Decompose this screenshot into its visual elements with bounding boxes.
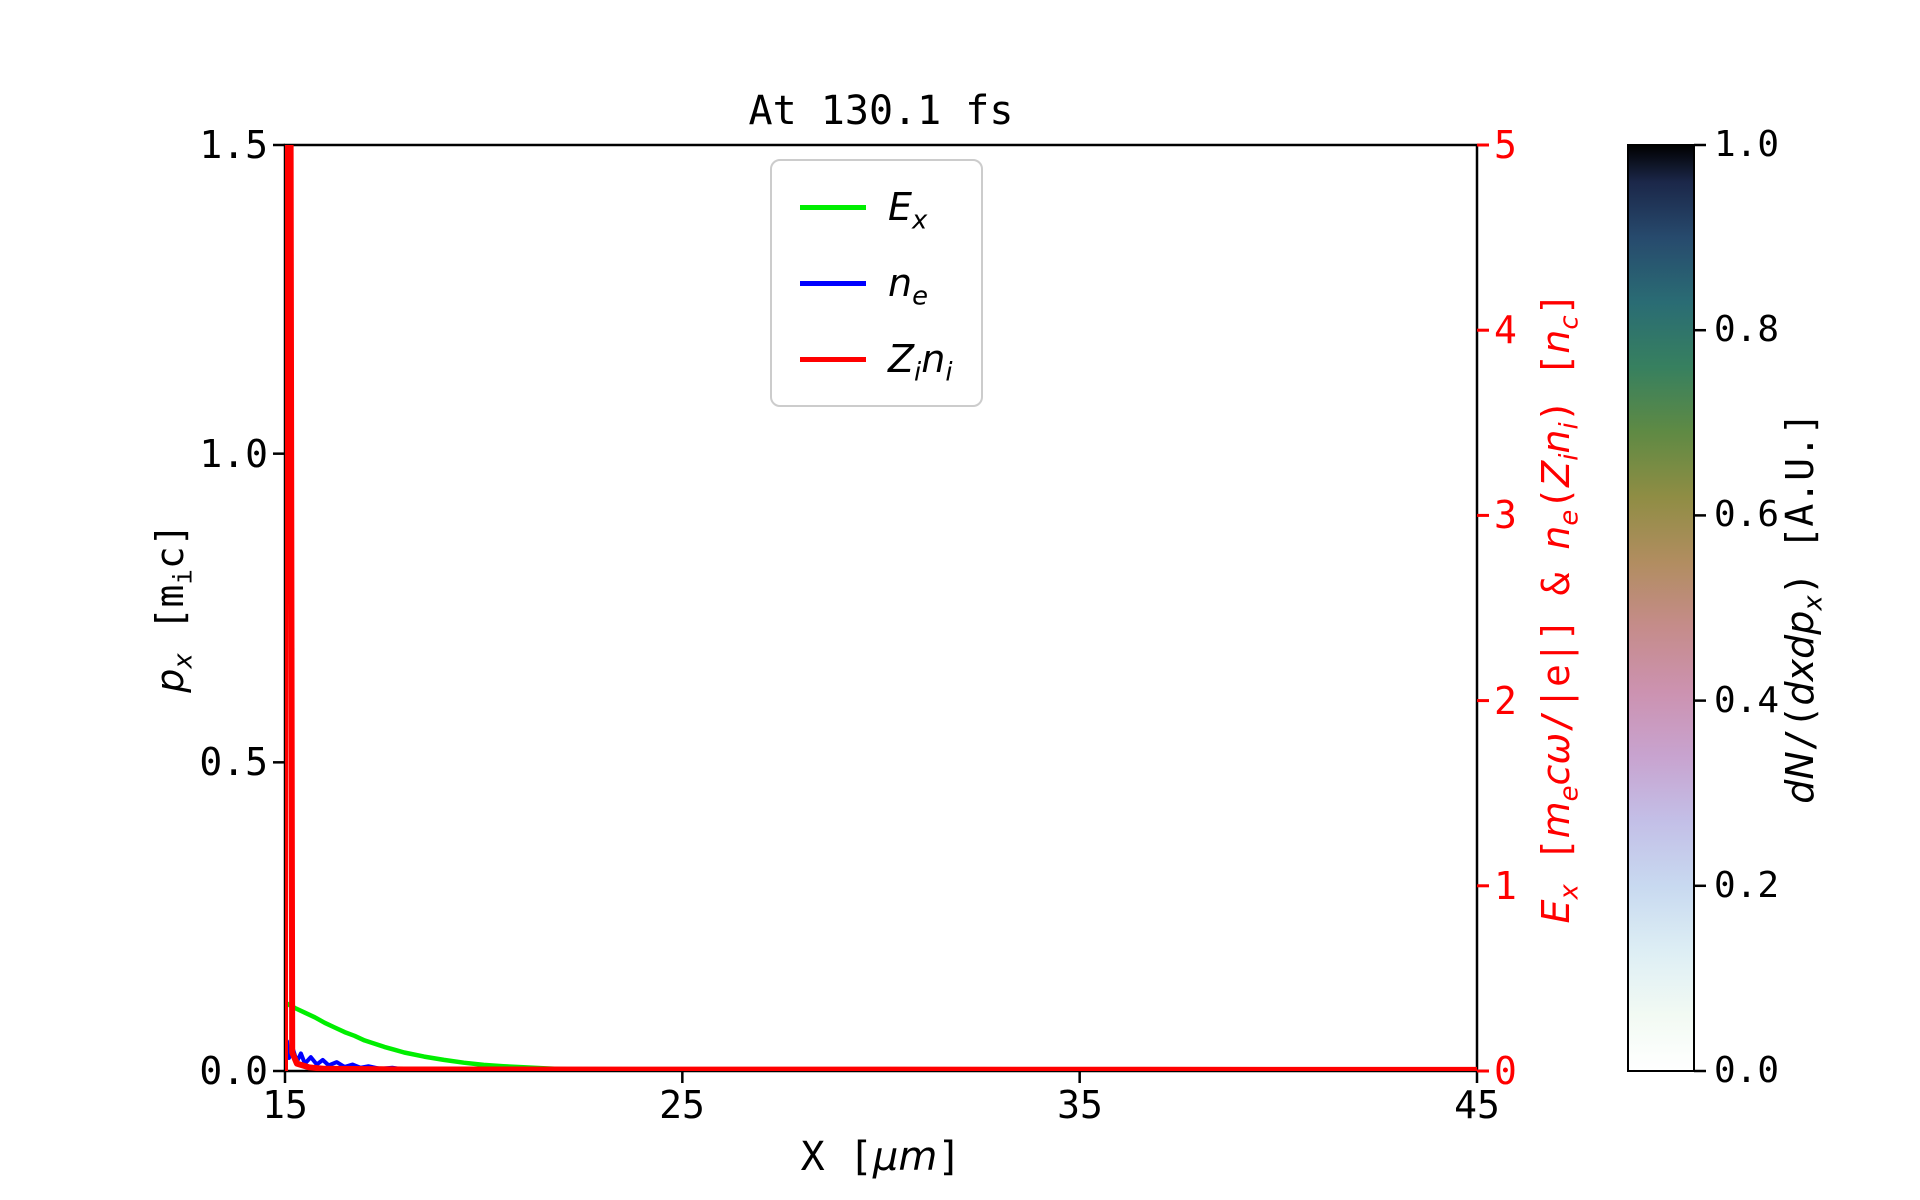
legend-swatch-ne [800, 280, 866, 286]
legend-label-ex: Ex [888, 185, 928, 236]
colorbar-label: dN/(dxdpx) [A.U.] [1778, 412, 1829, 804]
x-tick-3: 45 [1454, 1083, 1500, 1127]
legend-item-ne: ne [800, 257, 953, 312]
x-tick-1: 25 [659, 1083, 705, 1127]
plot-title: At 130.1 fs [748, 88, 1014, 134]
legend-swatch-ex [800, 204, 866, 210]
colorbar-tick-0: 0.0 [1714, 1050, 1780, 1091]
y-left-axis-label: px [mic] [148, 523, 199, 693]
y-right-tick-0: 0 [1494, 1049, 1517, 1093]
colorbar-tick-2: 0.4 [1714, 680, 1780, 721]
x-tick-0: 15 [262, 1083, 308, 1127]
legend-label-zini: Zini [888, 337, 953, 388]
y-right-tick-2: 2 [1494, 679, 1517, 723]
colorbar-tick-4: 0.8 [1714, 309, 1780, 350]
x-axis-label: X [μm] [800, 1134, 962, 1180]
legend-swatch-zini [800, 356, 866, 362]
y-left-tick-2: 1.0 [199, 432, 268, 476]
colorbar-tick-3: 0.6 [1714, 494, 1780, 535]
y-right-tick-3: 3 [1494, 493, 1517, 537]
colorbar-tick-5: 1.0 [1714, 124, 1780, 165]
legend: Ex ne Zini [770, 159, 983, 407]
y-right-tick-5: 5 [1494, 123, 1517, 167]
y-right-tick-1: 1 [1494, 864, 1517, 908]
y-left-tick-1: 0.5 [199, 740, 268, 784]
y-right-axis-label: Ex [mecω/|e|] & ne(Zini) [nc] [1534, 292, 1585, 924]
x-tick-2: 35 [1057, 1083, 1103, 1127]
legend-item-zini: Zini [800, 333, 953, 388]
colorbar-tick-1: 0.2 [1714, 865, 1780, 906]
y-left-tick-0: 0.0 [199, 1049, 268, 1093]
legend-item-ex: Ex [800, 181, 953, 236]
y-right-tick-4: 4 [1494, 308, 1517, 352]
legend-label-ne: ne [888, 261, 928, 312]
y-left-tick-3: 1.5 [199, 123, 268, 167]
